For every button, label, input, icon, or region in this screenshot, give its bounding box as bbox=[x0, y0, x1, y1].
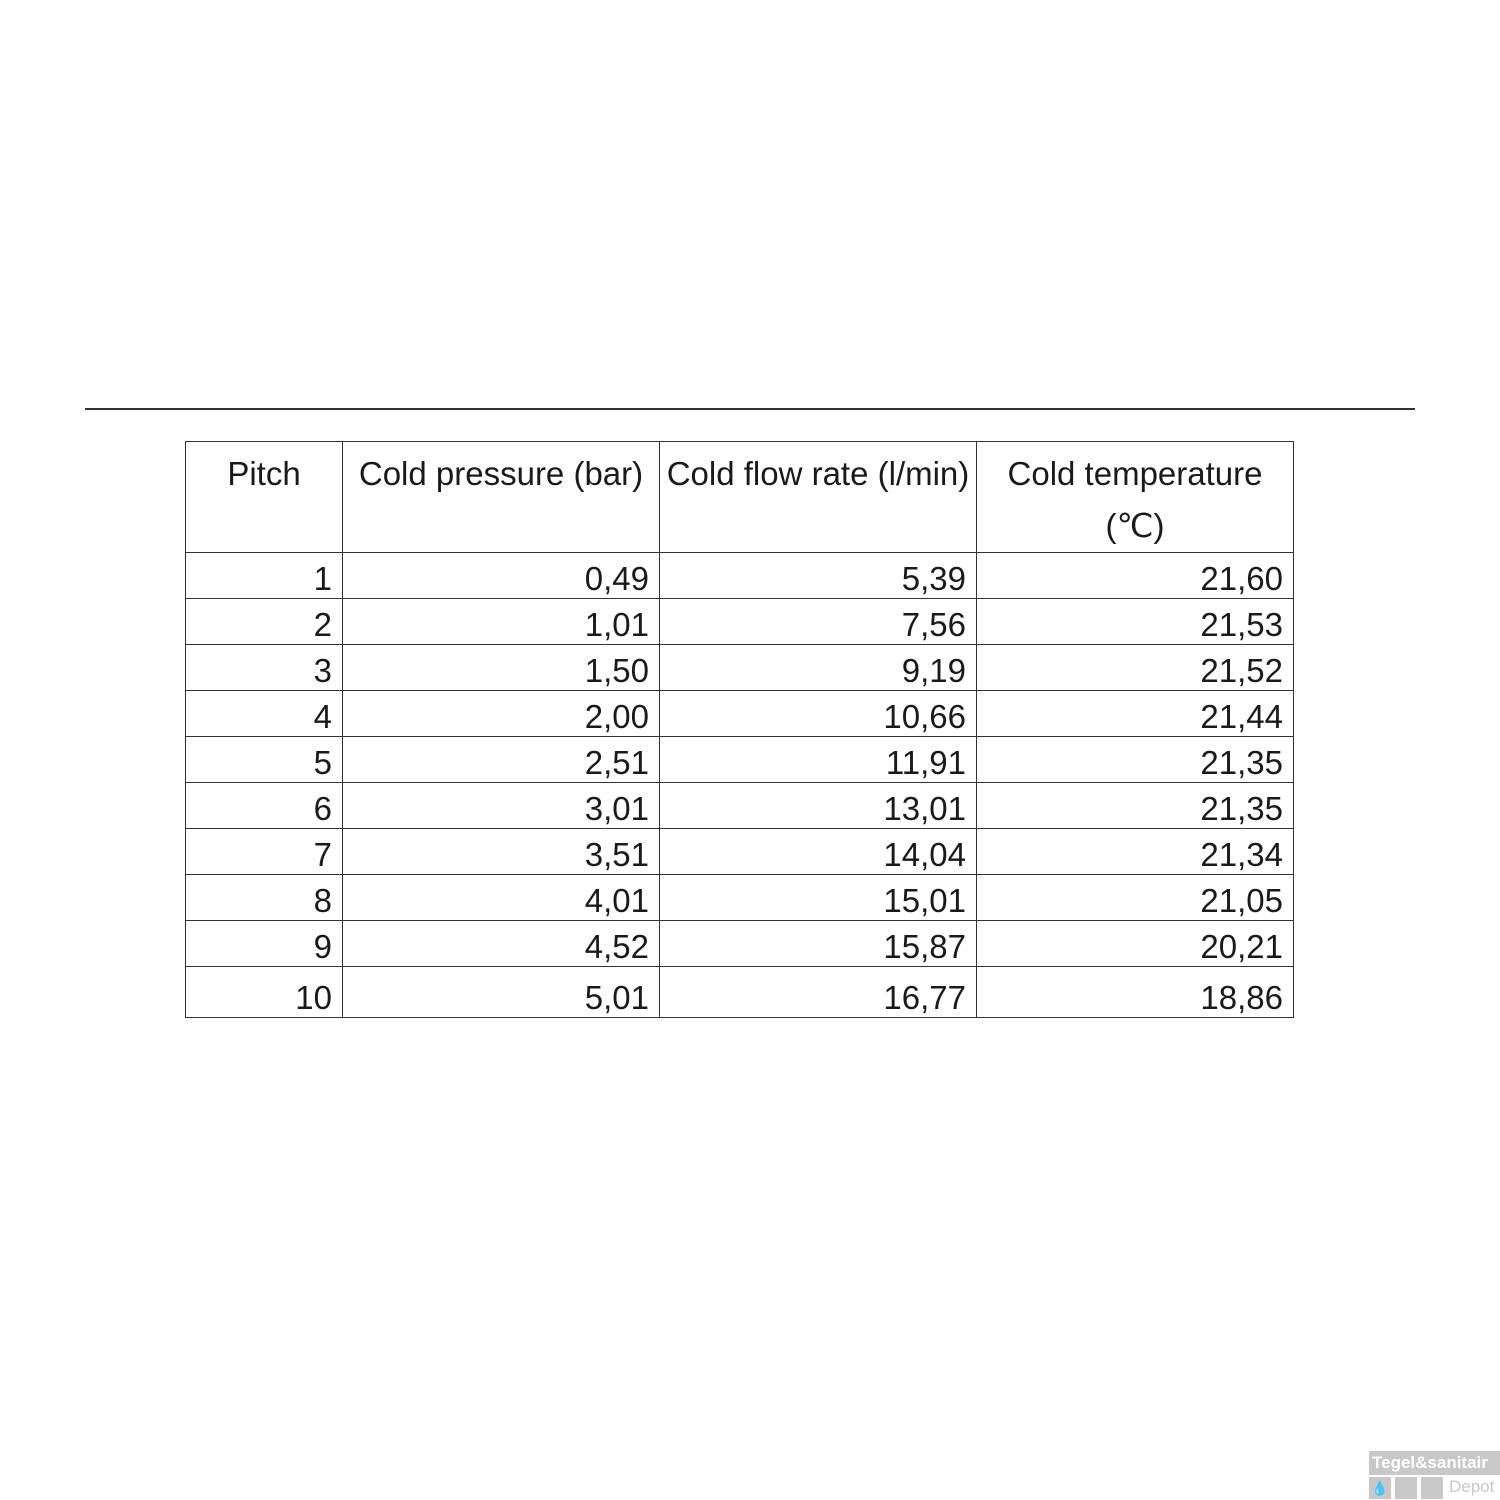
cell-cold-flow-rate: 10,66 bbox=[659, 690, 977, 737]
cell-cold-temperature: 21,34 bbox=[976, 828, 1294, 875]
cell-pitch: 2 bbox=[185, 598, 343, 645]
cell-cold-flow-rate: 16,77 bbox=[659, 966, 977, 1018]
cell-cold-temperature: 21,44 bbox=[976, 690, 1294, 737]
table-row: 10 5,01 16,77 18,86 bbox=[185, 966, 1294, 1018]
cell-pitch: 3 bbox=[185, 644, 343, 691]
cell-cold-flow-rate: 5,39 bbox=[659, 552, 977, 599]
cell-cold-temperature: 21,35 bbox=[976, 782, 1294, 829]
cell-cold-temperature: 21,60 bbox=[976, 552, 1294, 599]
table-row: 1 0,49 5,39 21,60 bbox=[185, 552, 1294, 599]
cell-pitch: 10 bbox=[185, 966, 343, 1018]
table-row: 9 4,52 15,87 20,21 bbox=[185, 920, 1294, 967]
cell-cold-flow-rate: 15,01 bbox=[659, 874, 977, 921]
header-cold-temperature: Cold temperature (℃) bbox=[976, 441, 1294, 553]
cell-cold-flow-rate: 14,04 bbox=[659, 828, 977, 875]
header-cold-pressure: Cold pressure (bar) bbox=[342, 441, 660, 553]
cell-cold-pressure: 1,01 bbox=[342, 598, 660, 645]
water-drop-icon: 💧 bbox=[1369, 1477, 1391, 1499]
data-table: Pitch Cold pressure (bar) Cold flow rate… bbox=[185, 441, 1294, 1018]
tile-icon bbox=[1421, 1477, 1443, 1499]
cell-cold-pressure: 3,01 bbox=[342, 782, 660, 829]
cell-pitch: 8 bbox=[185, 874, 343, 921]
cell-pitch: 9 bbox=[185, 920, 343, 967]
cell-cold-pressure: 2,00 bbox=[342, 690, 660, 737]
cell-cold-temperature: 21,53 bbox=[976, 598, 1294, 645]
table-row: 4 2,00 10,66 21,44 bbox=[185, 690, 1294, 737]
cell-cold-pressure: 4,01 bbox=[342, 874, 660, 921]
watermark-logo: Tegel&sanitair 💧 Depot bbox=[1369, 1451, 1500, 1499]
header-row: Pitch Cold pressure (bar) Cold flow rate… bbox=[185, 441, 1294, 553]
horizontal-rule bbox=[85, 408, 1415, 410]
cell-cold-flow-rate: 13,01 bbox=[659, 782, 977, 829]
cell-cold-pressure: 5,01 bbox=[342, 966, 660, 1018]
cell-cold-temperature: 21,35 bbox=[976, 736, 1294, 783]
cell-cold-temperature: 21,52 bbox=[976, 644, 1294, 691]
cell-pitch: 6 bbox=[185, 782, 343, 829]
cell-cold-temperature: 18,86 bbox=[976, 966, 1294, 1018]
cell-pitch: 1 bbox=[185, 552, 343, 599]
cell-pitch: 4 bbox=[185, 690, 343, 737]
cell-pitch: 7 bbox=[185, 828, 343, 875]
header-pitch: Pitch bbox=[185, 441, 343, 553]
table-row: 6 3,01 13,01 21,35 bbox=[185, 782, 1294, 829]
cell-cold-temperature: 20,21 bbox=[976, 920, 1294, 967]
cell-cold-flow-rate: 9,19 bbox=[659, 644, 977, 691]
cell-cold-pressure: 1,50 bbox=[342, 644, 660, 691]
cell-cold-temperature: 21,05 bbox=[976, 874, 1294, 921]
tile-icon bbox=[1395, 1477, 1417, 1499]
cell-cold-flow-rate: 7,56 bbox=[659, 598, 977, 645]
cell-cold-pressure: 4,52 bbox=[342, 920, 660, 967]
table-row: 5 2,51 11,91 21,35 bbox=[185, 736, 1294, 783]
watermark-brand: Tegel&sanitair bbox=[1369, 1451, 1500, 1475]
table-body: 1 0,49 5,39 21,60 2 1,01 7,56 21,53 3 1,50 9,19 21,… bbox=[185, 552, 1294, 1018]
cell-cold-pressure: 2,51 bbox=[342, 736, 660, 783]
cell-cold-flow-rate: 11,91 bbox=[659, 736, 977, 783]
watermark-depot: Depot bbox=[1449, 1477, 1495, 1496]
table-row: 8 4,01 15,01 21,05 bbox=[185, 874, 1294, 921]
cell-cold-flow-rate: 15,87 bbox=[659, 920, 977, 967]
cell-cold-pressure: 3,51 bbox=[342, 828, 660, 875]
cell-cold-pressure: 0,49 bbox=[342, 552, 660, 599]
table-row: 3 1,50 9,19 21,52 bbox=[185, 644, 1294, 691]
header-cold-flow-rate: Cold flow rate (l/min) bbox=[659, 441, 977, 553]
table-row: 2 1,01 7,56 21,53 bbox=[185, 598, 1294, 645]
table-row: 7 3,51 14,04 21,34 bbox=[185, 828, 1294, 875]
cell-pitch: 5 bbox=[185, 736, 343, 783]
